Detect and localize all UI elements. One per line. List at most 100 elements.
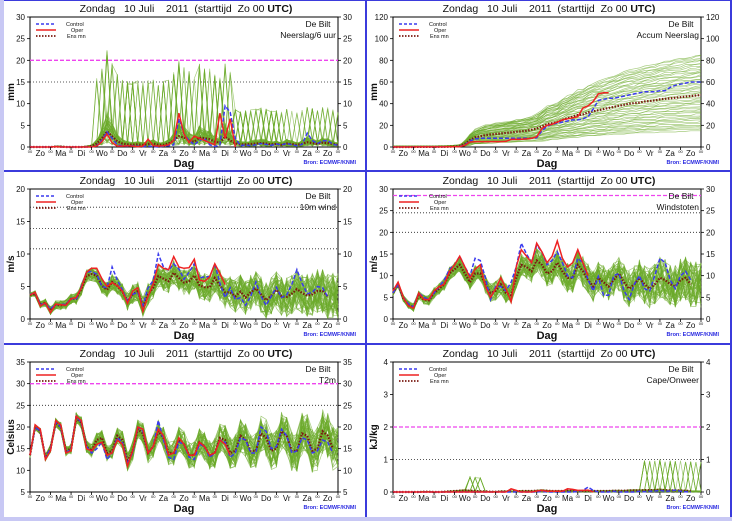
chart-svg-accum: Zondag 10 Juli 2011 (starttijd Zo 00 UTC… (369, 3, 720, 170)
x-tick-day-label: Ma (55, 321, 67, 330)
title-part: Zondag (80, 348, 116, 360)
x-tick-day-label: Di (584, 149, 592, 158)
variable-label: Accum Neerslag (637, 30, 700, 40)
oper-line (393, 487, 594, 493)
title-part: (starttijd Zo 00 (189, 175, 268, 187)
panel-neerslag-6uur: Zondag 10 Juli 2011 (starttijd Zo 00 UTC… (4, 0, 369, 172)
x-tick-hour-label: 00 (151, 321, 156, 326)
y-tick-label-right: 60 (706, 78, 715, 87)
x-tick-hour-label: 00 (391, 149, 396, 154)
ensemble-mean-line (28, 416, 334, 465)
y-tick-label-right: 20 (343, 185, 352, 194)
title-part: UTC) (267, 348, 292, 360)
legend-ensmn-label: Ens mn (430, 34, 449, 40)
x-tick-hour-label: 00 (192, 494, 197, 499)
title-part: UTC) (267, 3, 292, 15)
x-tick-hour-label: 00 (411, 494, 416, 499)
x-tick-hour-label: 00 (658, 149, 663, 154)
x-axis-label: Dag (174, 158, 195, 170)
y-tick-label-left: 20 (379, 121, 388, 130)
y-tick-label-right: 5 (343, 283, 348, 292)
x-tick-hour-label: 00 (432, 494, 437, 499)
title-part: 2011 (517, 3, 551, 15)
x-tick-hour-label: 00 (493, 321, 498, 326)
x-tick-day-label: Za (159, 321, 169, 330)
chart-svg-t2m: Zondag 10 Juli 2011 (starttijd Zo 00 UTC… (6, 348, 356, 515)
y-tick-label-right: 20 (343, 56, 352, 65)
x-tick-day-label: Za (522, 149, 532, 158)
x-tick-day-label: Do (480, 321, 491, 330)
x-tick-hour-label: 00 (535, 494, 540, 499)
x-tick-day-label: Ma (199, 321, 211, 330)
x-tick-hour-label: 00 (254, 149, 259, 154)
x-tick-hour-label: 00 (151, 494, 156, 499)
x-tick-day-label: Za (666, 149, 676, 158)
title-part: 10 Juli (478, 348, 517, 360)
chart-title: Zondag 10 Juli 2011 (starttijd Zo 00 UTC… (80, 3, 293, 15)
source-label: Bron: ECMWF/KNMI (666, 505, 719, 511)
x-tick-day-label: Wo (603, 321, 615, 330)
title-part: 2011 (517, 348, 551, 360)
title-part: Zondag (443, 175, 479, 187)
y-tick-label-left: 0 (21, 143, 26, 152)
x-tick-day-label: Ma (199, 149, 211, 158)
x-tick-hour-label: 00 (473, 321, 478, 326)
x-tick-hour-label: 00 (172, 321, 177, 326)
divider-vertical (365, 0, 367, 517)
x-tick-hour-label: 00 (617, 494, 622, 499)
source-label: Bron: ECMWF/KNMI (666, 160, 719, 166)
control-line (29, 414, 334, 467)
x-tick-hour-label: 00 (89, 494, 94, 499)
x-tick-hour-label: 00 (699, 149, 704, 154)
x-tick-hour-label: 00 (514, 321, 519, 326)
panel-accum-neerslag: Zondag 10 Juli 2011 (starttijd Zo 00 UTC… (367, 0, 732, 172)
x-tick-day-label: Vr (139, 149, 147, 158)
title-part: 10 Juli (478, 3, 517, 15)
y-tick-label-left: 30 (16, 13, 25, 22)
y-tick-label-left: 10 (379, 272, 388, 281)
y-tick-label-right: 0 (706, 315, 711, 324)
y-tick-label-right: 25 (706, 207, 715, 216)
x-tick-hour-label: 00 (391, 494, 396, 499)
x-tick-day-label: Za (303, 494, 313, 503)
y-tick-label-right: 15 (343, 78, 352, 87)
x-tick-day-label: Za (522, 494, 532, 503)
source-label: Bron: ECMWF/KNMI (303, 160, 356, 166)
x-tick-hour-label: 00 (452, 321, 457, 326)
title-part: UTC) (630, 175, 655, 187)
x-tick-hour-label: 00 (336, 494, 341, 499)
x-tick-hour-label: 00 (172, 494, 177, 499)
y-tick-label-left: 40 (379, 100, 388, 109)
x-axis-label: Dag (174, 330, 195, 342)
y-tick-label-right: 5 (343, 488, 348, 497)
x-tick-day-label: Do (480, 149, 491, 158)
x-tick-day-label: Do (261, 494, 272, 503)
location-label: De Bilt (668, 191, 694, 201)
x-tick-day-label: Ma (562, 321, 574, 330)
x-tick-day-label: Zo (399, 494, 409, 503)
legend-oper-label: Oper (71, 200, 83, 206)
y-tick-label-right: 35 (343, 358, 352, 367)
y-tick-label-left: 5 (21, 283, 26, 292)
x-tick-hour-label: 00 (192, 149, 197, 154)
x-tick-day-label: Wo (603, 494, 615, 503)
x-tick-day-label: Wo (459, 321, 471, 330)
ensemble-member-line (29, 262, 339, 320)
chart-svg-wind10m: Zondag 10 Juli 2011 (starttijd Zo 00 UTC… (6, 175, 356, 342)
x-tick-day-label: Wo (459, 149, 471, 158)
y-tick-label-right: 20 (343, 423, 352, 432)
x-tick-hour-label: 00 (336, 149, 341, 154)
x-tick-hour-label: 00 (336, 321, 341, 326)
x-tick-day-label: Zo (179, 149, 189, 158)
x-tick-day-label: Wo (240, 149, 252, 158)
y-tick-label-right: 25 (343, 35, 352, 44)
y-tick-label-right: 25 (343, 401, 352, 410)
panel-10m-wind: Zondag 10 Juli 2011 (starttijd Zo 00 UTC… (4, 172, 369, 344)
x-tick-hour-label: 00 (213, 494, 218, 499)
x-tick-day-label: Vr (646, 321, 654, 330)
title-part: Zondag (443, 348, 479, 360)
bottom-margin-bar (0, 517, 732, 521)
x-tick-hour-label: 00 (596, 494, 601, 499)
y-axis-label: Celsius (6, 419, 17, 455)
divider-right (730, 0, 732, 517)
